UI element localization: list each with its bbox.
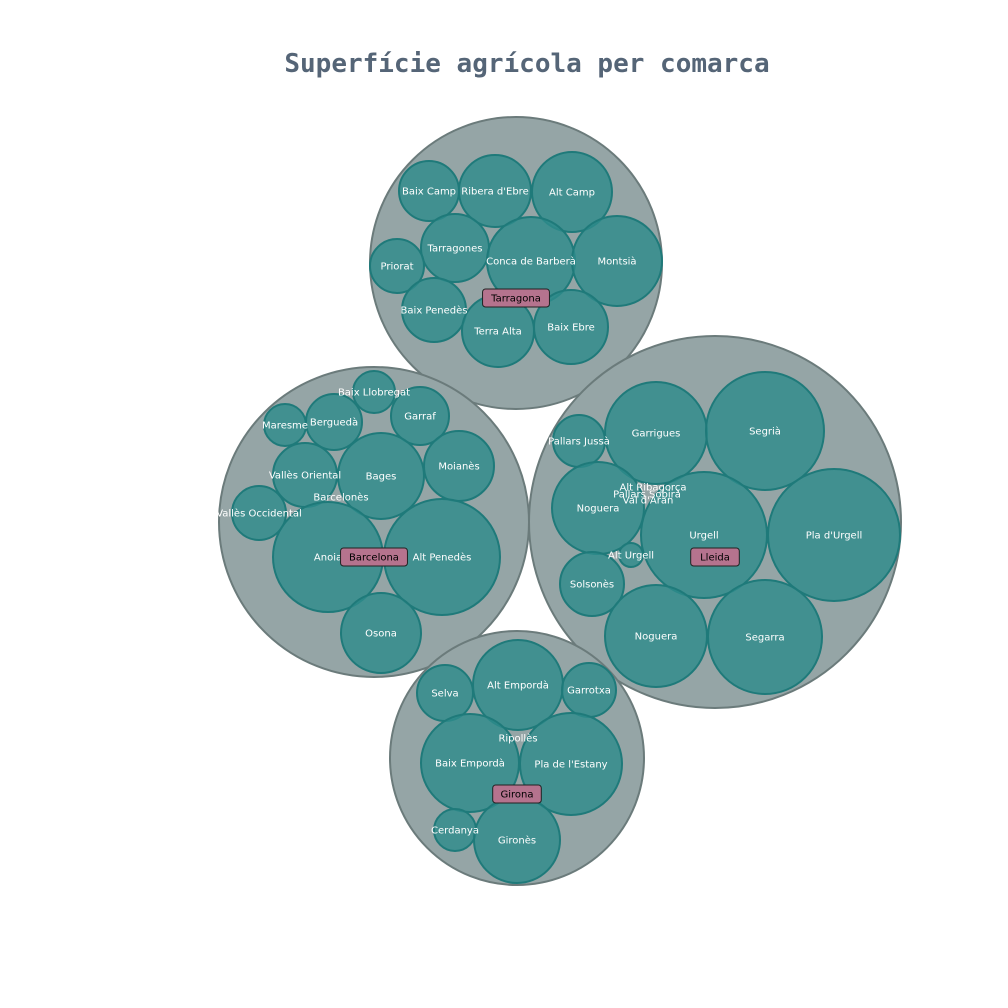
comarca-bubble-garraf[interactable]: [390, 386, 450, 446]
comarca-bubble-alt-camp[interactable]: [531, 151, 613, 233]
comarca-label: Cerdanya: [431, 826, 479, 837]
comarca-label: Pla de l'Estany: [534, 760, 607, 771]
comarca-label: Garrotxa: [567, 686, 611, 697]
comarca-bubble-baix-llobregat[interactable]: [352, 370, 396, 414]
comarca-label: Val d'Aran: [623, 496, 674, 507]
province-label-lleida: Lleida: [690, 547, 740, 567]
comarca-bubble-bergueda[interactable]: [305, 393, 363, 451]
province-group-barcelona: Baix Llobregat Garraf Maresme Berguedà Vallè…: [216, 366, 530, 678]
comarca-bubble-pla-de-l-estany[interactable]: [519, 712, 623, 816]
comarca-label: Terra Alta: [473, 327, 522, 338]
province-label-box: [492, 784, 542, 804]
comarca-label: Barcelonès: [313, 492, 368, 504]
chart-title: Superfície agrícola per comarca: [284, 49, 769, 79]
comarca-label: Segrià: [749, 426, 781, 438]
province-label-text: Girona: [500, 790, 533, 801]
province-label-tarragona: Tarragona: [482, 288, 550, 308]
comarca-label: Baix Llobregat: [338, 388, 410, 399]
comarca-label: Berguedà: [310, 417, 358, 429]
province-label-barcelona: Barcelona: [340, 547, 408, 567]
province-label-box: [482, 288, 550, 308]
comarca-label: Vallès Occidental: [216, 508, 302, 520]
comarca-label: Noguera: [635, 632, 678, 643]
comarca-label: Solsonès: [570, 579, 614, 591]
comarca-label: Montsià: [597, 256, 636, 268]
comarca-label: Baix Ebre: [547, 323, 595, 334]
comarca-label: Osona: [365, 629, 397, 640]
comarca-bubble-alt-urgell[interactable]: [618, 542, 644, 568]
comarca-label: Ribera d'Ebre: [461, 187, 528, 198]
comarca-label: Pallars Sobirà: [613, 489, 681, 501]
comarca-label: Garrigues: [632, 429, 681, 440]
province-group-girona: Selva Alt Empordà Garrotxa Ripollès Baix Emp…: [389, 630, 645, 886]
province-group-tarragona: Baix Camp Ribera d'Ebre Alt Camp Tarragones…: [369, 116, 663, 410]
comarca-bubble-bages[interactable]: [337, 432, 425, 520]
comarca-label: Gironès: [498, 835, 536, 847]
comarca-label: Alt Urgell: [608, 551, 654, 562]
comarca-bubble-solsones[interactable]: [559, 551, 625, 617]
comarca-label: Baix Camp: [402, 187, 456, 198]
bubbles-layer: Baix Camp Ribera d'Ebre Alt Camp Tarragones…: [216, 116, 902, 886]
comarca-bubble-segria[interactable]: [705, 371, 825, 491]
comarca-bubble-segarra[interactable]: [707, 579, 823, 695]
comarca-bubble-valles-occidental[interactable]: [231, 485, 287, 541]
comarca-bubble-noguera[interactable]: [604, 584, 708, 688]
comarca-label: Garraf: [404, 412, 436, 423]
comarca-bubble-baix-penedes[interactable]: [401, 277, 467, 343]
comarca-label: Anoia: [314, 553, 342, 564]
province-label-text: Tarragona: [490, 294, 541, 305]
comarca-bubble-pla-d-urgell[interactable]: [767, 468, 901, 602]
comarca-bubble-osona[interactable]: [340, 592, 422, 674]
province-label-text: Lleida: [700, 553, 730, 564]
comarca-bubble-ribera-d-ebre[interactable]: [458, 154, 532, 228]
comarca-bubble-montsia[interactable]: [571, 215, 663, 307]
comarca-label: Pla d'Urgell: [806, 531, 863, 542]
comarca-label: Maresme: [262, 421, 308, 432]
comarca-label: Alt Empordà: [487, 680, 549, 692]
comarca-label: Pallars Jussà: [548, 436, 610, 448]
province-label-text: Barcelona: [349, 553, 399, 564]
comarca-label: Urgell: [689, 531, 718, 542]
comarca-label: Baix Empordà: [435, 758, 505, 770]
province-group-lleida: Pallars Jussà Garrigues Segrià Alt Ribagorç…: [528, 335, 902, 709]
comarca-label: Tarragones: [427, 244, 483, 255]
comarca-label: Alt Camp: [549, 188, 595, 199]
comarca-label: Alt Ribagorça: [620, 483, 687, 494]
comarca-label: Noguera: [577, 504, 620, 515]
comarca-bubble-baix-ebre[interactable]: [533, 289, 609, 365]
province-label-box: [340, 547, 408, 567]
comarca-label: Selva: [431, 689, 458, 700]
comarca-label: Conca de Barberà: [486, 256, 576, 268]
comarca-bubble-priorat[interactable]: [369, 238, 425, 294]
comarca-label: Bages: [366, 472, 397, 483]
comarca-label: Alt Penedès: [413, 552, 472, 564]
comarca-label: Ripollès: [498, 733, 537, 745]
comarca-label: Baix Penedès: [401, 305, 468, 317]
comarca-label: Priorat: [380, 262, 413, 273]
comarca-label: Moianès: [438, 461, 479, 473]
comarca-label: Segarra: [745, 633, 784, 644]
province-label-box: [690, 547, 740, 567]
comarca-label: Vallès Oriental: [269, 470, 341, 482]
province-label-girona: Girona: [492, 784, 542, 804]
